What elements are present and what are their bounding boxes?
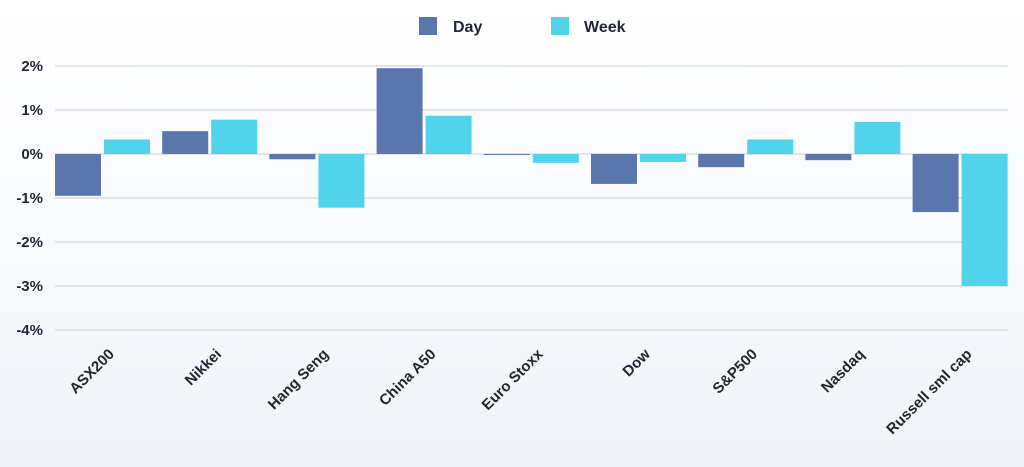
x-category-label: Russell sml cap — [883, 346, 975, 438]
bar-day-5 — [591, 154, 637, 184]
y-tick-label: -4% — [16, 322, 43, 339]
bar-day-7 — [805, 154, 852, 161]
gridlines — [55, 65, 1008, 331]
legend-swatch-day — [419, 17, 437, 35]
x-category-label: Nikkei — [182, 346, 225, 389]
bar-day-6 — [698, 154, 745, 168]
x-category-label: China A50 — [376, 346, 439, 409]
x-category-label: S&P500 — [709, 346, 761, 398]
bar-week-7 — [854, 121, 901, 154]
bar-day-4 — [483, 154, 530, 155]
bar-week-4 — [532, 154, 579, 163]
legend-swatch-week — [551, 17, 569, 35]
bar-week-6 — [747, 139, 794, 154]
y-axis-ticks: 2% 1% 0% -1% -2% -3% -4% — [16, 58, 43, 339]
bar-week-2 — [318, 154, 365, 208]
y-tick-label: 0% — [21, 146, 43, 163]
x-category-label: Euro Stoxx — [479, 345, 547, 413]
y-tick-label: -1% — [16, 190, 43, 207]
y-tick-label: -3% — [16, 278, 43, 295]
x-axis-categories: ASX200 Nikkei Hang Seng China A50 Euro Stoxx… — [66, 345, 975, 438]
y-tick-label: -2% — [16, 234, 43, 251]
bar-week-8 — [961, 154, 1008, 286]
bars — [55, 68, 1008, 286]
bar-day-1 — [162, 131, 209, 154]
legend-label-day: Day — [453, 19, 482, 36]
x-category-label: Hang Seng — [265, 346, 332, 413]
legend: Day Week — [419, 17, 626, 36]
bar-week-3 — [425, 115, 472, 154]
bar-day-3 — [376, 68, 423, 154]
bar-day-8 — [912, 154, 959, 213]
bar-week-1 — [211, 119, 258, 154]
y-tick-label: 1% — [21, 102, 43, 119]
x-category-label: Nasdaq — [818, 346, 868, 396]
bar-day-0 — [55, 154, 101, 196]
legend-label-week: Week — [584, 19, 626, 36]
x-category-label: ASX200 — [66, 346, 118, 398]
y-tick-label: 2% — [21, 58, 43, 75]
bar-week-0 — [104, 139, 150, 154]
bar-day-2 — [269, 154, 316, 160]
x-category-label: Dow — [619, 346, 654, 381]
bar-week-5 — [640, 154, 686, 162]
